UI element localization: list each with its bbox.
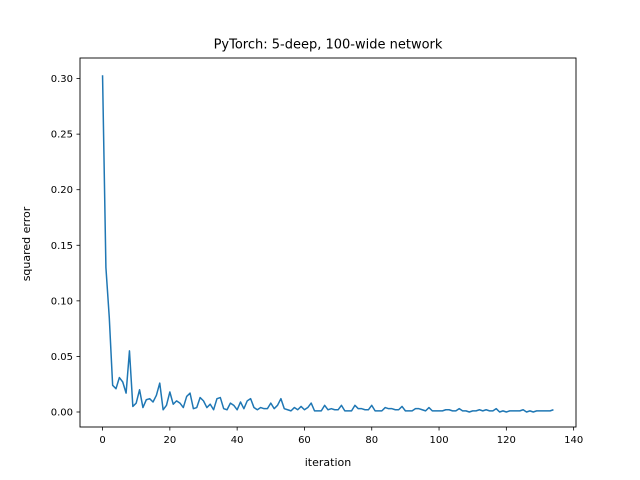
y-tick-label: 0.20 <box>51 185 73 196</box>
series-line-0 <box>101 75 554 413</box>
y-tick-label: 0.25 <box>51 130 73 141</box>
x-tick-label: 0 <box>99 435 105 446</box>
x-axis-ticks: 0 20 40 60 80 100 120 140 <box>99 427 583 446</box>
plot-area <box>101 75 554 413</box>
x-axis-label: iteration <box>305 456 351 469</box>
chart-title: PyTorch: 5-deep, 100-wide network <box>214 38 443 53</box>
x-tick-label: 120 <box>497 435 516 446</box>
y-tick-label: 0.05 <box>51 352 73 363</box>
y-tick-label: 0.30 <box>51 74 73 85</box>
x-tick-label: 60 <box>298 435 311 446</box>
x-tick-label: 20 <box>163 435 176 446</box>
x-tick-label: 40 <box>231 435 244 446</box>
axes-frame <box>79 57 577 428</box>
x-tick-label: 80 <box>365 435 378 446</box>
y-axis-label: squared error <box>20 206 33 281</box>
y-tick-label: 0.10 <box>51 296 73 307</box>
y-tick-label: 0.15 <box>51 241 73 252</box>
x-tick-label: 140 <box>564 435 583 446</box>
y-axis-ticks: 0.00 0.05 0.10 0.15 0.20 0.25 0.30 <box>51 74 80 418</box>
y-tick-label: 0.00 <box>51 407 73 418</box>
x-tick-label: 100 <box>429 435 448 446</box>
